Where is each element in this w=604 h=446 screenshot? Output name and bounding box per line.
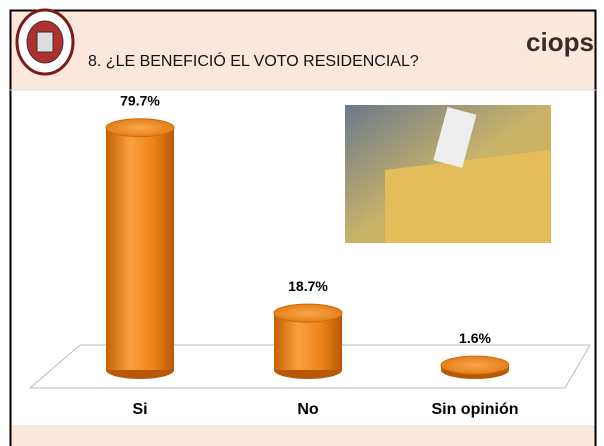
chart-title: 8. ¿LE BENEFICIÓ EL VOTO RESIDENCIAL? [88, 51, 419, 70]
x-tick-label: No [297, 401, 319, 418]
x-tick-label: Sin opinión [431, 401, 518, 418]
bar-top [273, 303, 343, 323]
footer-band [10, 425, 596, 446]
value-label: 79.7% [120, 92, 160, 108]
header-band [10, 10, 596, 90]
photo [345, 105, 551, 243]
bar-body [106, 127, 174, 370]
bar [105, 118, 175, 379]
bar [273, 303, 343, 379]
brand-logo: ciops [526, 27, 594, 57]
emblem [15, 8, 75, 76]
bar-top [440, 355, 510, 375]
x-tick-label: Si [132, 401, 147, 418]
bar [440, 355, 510, 379]
frame [9, 9, 597, 446]
bar-top [105, 118, 175, 138]
value-label: 1.6% [459, 330, 491, 346]
value-label: 18.7% [288, 278, 328, 294]
